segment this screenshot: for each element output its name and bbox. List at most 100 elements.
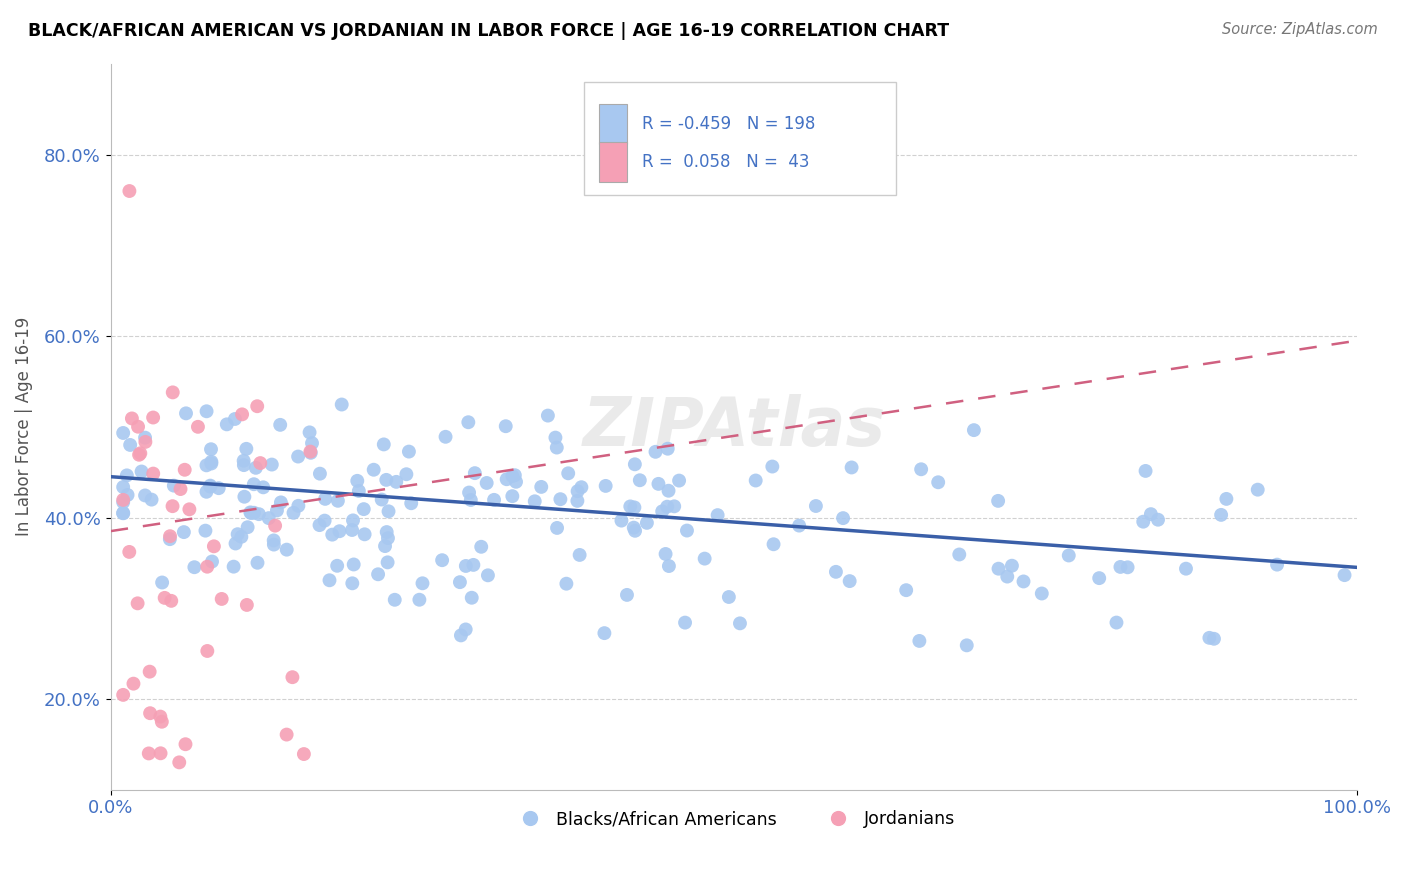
Point bbox=[134, 431, 156, 445]
Point bbox=[276, 728, 298, 742]
Point bbox=[112, 480, 135, 494]
Point bbox=[115, 468, 138, 483]
Point bbox=[346, 474, 368, 488]
Point bbox=[910, 462, 932, 476]
Point bbox=[896, 583, 918, 598]
Point bbox=[263, 533, 285, 548]
Point bbox=[247, 507, 270, 521]
Point bbox=[624, 458, 647, 472]
Point bbox=[200, 455, 222, 469]
Point bbox=[231, 408, 253, 422]
Point bbox=[142, 467, 165, 481]
Point bbox=[142, 410, 165, 425]
Legend: Blacks/African Americans, Jordanians: Blacks/African Americans, Jordanians bbox=[506, 804, 962, 835]
Point bbox=[654, 547, 676, 561]
Point bbox=[179, 502, 201, 516]
Point bbox=[668, 474, 690, 488]
Point bbox=[624, 524, 647, 538]
Point bbox=[222, 559, 245, 574]
Point bbox=[555, 576, 578, 591]
Point bbox=[269, 417, 291, 432]
Point bbox=[987, 562, 1010, 576]
Point bbox=[246, 399, 269, 413]
Point bbox=[330, 397, 353, 411]
Point bbox=[129, 446, 152, 460]
Point bbox=[231, 530, 253, 544]
Point bbox=[326, 493, 349, 508]
Point bbox=[460, 493, 482, 508]
Point bbox=[501, 469, 523, 483]
Point bbox=[281, 670, 304, 684]
Point bbox=[1109, 560, 1132, 574]
Point bbox=[314, 491, 336, 506]
Point bbox=[112, 495, 135, 509]
Point bbox=[1105, 615, 1128, 630]
Point bbox=[398, 444, 420, 458]
Point bbox=[841, 460, 863, 475]
Point bbox=[195, 404, 218, 418]
Point bbox=[1175, 562, 1198, 576]
Point bbox=[112, 492, 135, 507]
Point bbox=[141, 492, 163, 507]
Point bbox=[208, 481, 231, 495]
Point bbox=[120, 438, 142, 452]
Point bbox=[693, 551, 716, 566]
Point bbox=[298, 425, 321, 440]
Point bbox=[340, 523, 363, 537]
Point bbox=[927, 475, 949, 490]
Point bbox=[464, 466, 486, 480]
Point bbox=[1001, 558, 1024, 573]
Point bbox=[1031, 586, 1053, 600]
Point bbox=[457, 415, 479, 429]
Point bbox=[260, 458, 283, 472]
Point bbox=[450, 628, 472, 642]
Point bbox=[657, 442, 679, 456]
Point bbox=[623, 521, 645, 535]
Point bbox=[482, 492, 505, 507]
Point bbox=[200, 480, 222, 494]
Point bbox=[195, 559, 218, 574]
Point bbox=[367, 567, 389, 582]
Point bbox=[167, 756, 190, 770]
Point bbox=[385, 475, 408, 489]
Point bbox=[299, 446, 322, 460]
Point bbox=[201, 555, 224, 569]
Point bbox=[470, 540, 492, 554]
Point bbox=[112, 506, 135, 520]
Point bbox=[163, 478, 186, 492]
Point bbox=[657, 500, 679, 514]
Point bbox=[118, 545, 141, 559]
Point bbox=[200, 478, 222, 492]
Point bbox=[375, 524, 398, 539]
FancyBboxPatch shape bbox=[599, 104, 627, 144]
Point bbox=[657, 483, 679, 498]
Point bbox=[1211, 508, 1233, 522]
Point bbox=[744, 474, 766, 488]
Point bbox=[647, 476, 669, 491]
Point bbox=[537, 409, 560, 423]
Point bbox=[245, 460, 267, 475]
Point bbox=[676, 524, 699, 538]
Point bbox=[838, 574, 860, 588]
Point bbox=[150, 575, 173, 590]
Point bbox=[342, 576, 364, 591]
Point bbox=[342, 513, 364, 527]
Point bbox=[138, 665, 160, 679]
Point bbox=[200, 457, 222, 471]
Point bbox=[174, 406, 197, 420]
Point bbox=[373, 437, 395, 451]
Point bbox=[761, 459, 783, 474]
Point bbox=[454, 558, 477, 573]
Point bbox=[963, 423, 986, 437]
Point bbox=[309, 467, 332, 481]
Point bbox=[264, 518, 287, 533]
Point bbox=[183, 560, 205, 574]
Point bbox=[202, 539, 225, 553]
Point bbox=[246, 556, 269, 570]
Point bbox=[243, 477, 266, 491]
Point bbox=[240, 506, 263, 520]
Point bbox=[762, 537, 785, 551]
Point bbox=[162, 499, 184, 513]
Point bbox=[1333, 568, 1355, 582]
Point bbox=[301, 436, 323, 450]
